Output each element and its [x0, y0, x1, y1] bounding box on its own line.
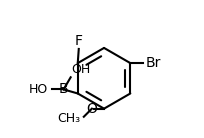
Text: HO: HO: [29, 83, 48, 96]
Text: OH: OH: [72, 63, 91, 76]
Text: Br: Br: [145, 56, 161, 70]
Text: F: F: [75, 34, 83, 48]
Text: B: B: [59, 82, 68, 96]
Text: CH₃: CH₃: [58, 112, 81, 125]
Text: O: O: [86, 102, 97, 116]
